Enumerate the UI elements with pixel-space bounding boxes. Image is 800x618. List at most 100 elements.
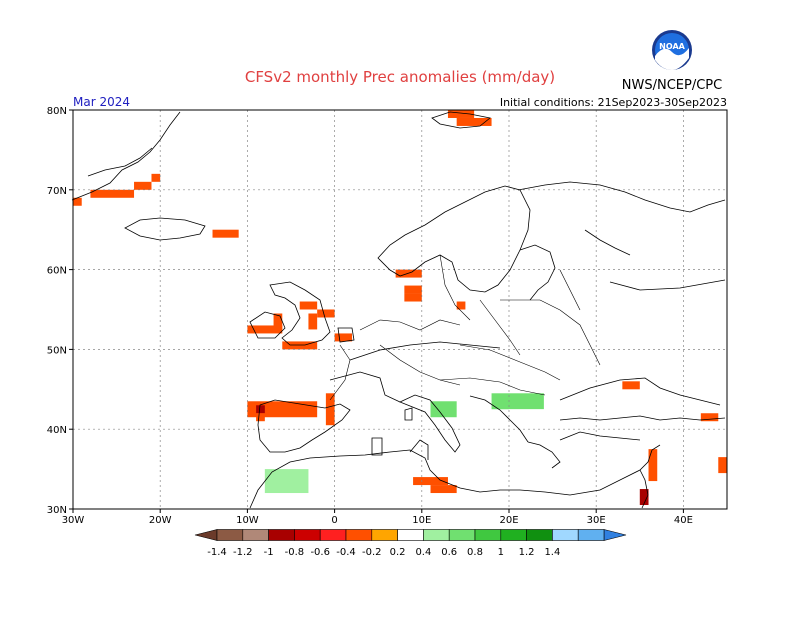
anomaly-layer [73, 110, 727, 506]
colorbar-label: 1.2 [519, 547, 535, 558]
lat-tick-label: 80N [47, 106, 67, 117]
anomaly-cell [90, 189, 135, 198]
anomaly-cell [491, 393, 544, 410]
anomaly-cell [430, 485, 457, 494]
colorbar-label: 0.6 [441, 547, 457, 558]
anomaly-cell [639, 273, 719, 322]
colorbar-label: -0.6 [310, 547, 330, 558]
lat-tick-label: 60N [47, 266, 67, 277]
colorbar-bin [242, 529, 269, 541]
anomaly-cell [535, 369, 562, 386]
colorbar-bin [371, 529, 398, 541]
anomaly-cell [386, 245, 414, 254]
colorbar-legend: -1.4 -1.2 -1 -0.8 -0.6 -0.4 -0.2 0.2 0.4 0.6 0.8 1 1… [194, 529, 627, 558]
colorbar-bin [500, 529, 527, 541]
colorbar-label: 0.8 [467, 547, 483, 558]
colorbar-bin [552, 529, 579, 541]
anomaly-cell [413, 477, 448, 486]
colorbar-label: -0.4 [336, 547, 356, 558]
anomaly-cell [282, 429, 291, 438]
colorbar-label: -1 [264, 547, 274, 558]
anomaly-cell [256, 405, 265, 414]
anomaly-cell [256, 413, 265, 422]
anomaly-cell [413, 221, 440, 230]
anomaly-cell [718, 457, 727, 474]
colorbar-label: -1.4 [207, 547, 227, 558]
lat-tick-label: 70N [47, 186, 67, 197]
colorbar-bin [397, 529, 424, 541]
colorbar-bin [474, 529, 502, 541]
anomaly-cell [264, 469, 309, 494]
colorbar-label: -1.2 [233, 547, 253, 558]
map-frame [72, 109, 728, 510]
anomaly-cell [648, 449, 658, 482]
initial-conditions-label: Initial conditions: 21Sep2023-30Sep2023 [500, 96, 727, 109]
anomaly-cell [482, 421, 509, 430]
anomaly-cell [447, 229, 466, 238]
agency-label: NWS/NCEP/CPC [622, 78, 722, 93]
colorbar-label: 0.2 [390, 547, 406, 558]
colorbar-label: 1.4 [544, 547, 560, 558]
anomaly-cell [474, 197, 509, 206]
anomaly-cell [299, 301, 318, 310]
anomaly-cell [404, 293, 422, 302]
anomaly-cell [604, 253, 623, 262]
lon-tick-label: 20E [499, 515, 518, 526]
lat-tick-label: 50N [47, 345, 67, 356]
chart-title: CFSv2 monthly Prec anomalies (mm/day) [245, 68, 555, 86]
lon-tick-label: 40E [674, 515, 693, 526]
anomaly-cell [622, 381, 640, 390]
colorbar-bin [216, 529, 244, 541]
colorbar-bin [423, 529, 450, 541]
anomaly-cell [308, 313, 318, 330]
lon-tick-label: 10E [412, 515, 431, 526]
anomaly-cell [151, 173, 161, 182]
colorbar-label: -0.2 [362, 547, 382, 558]
colorbar-bin [345, 529, 373, 541]
anomaly-cell [186, 229, 213, 238]
anomaly-cell [282, 453, 291, 462]
lat-tick-label: 30N [47, 505, 67, 516]
lon-tick-label: 30W [62, 515, 85, 526]
anomaly-cell [456, 117, 492, 126]
lon-tick-label: 20W [149, 515, 172, 526]
anomaly-cell [430, 401, 457, 418]
colorbar-bin [577, 529, 605, 541]
colorbar-bin [526, 529, 553, 541]
anomaly-cell [439, 213, 475, 222]
anomaly-cell [317, 469, 344, 478]
anomaly-cell [334, 333, 353, 342]
forecast-month-label: Mar 2024 [73, 95, 130, 109]
anomaly-cell [404, 285, 422, 294]
lon-tick-label: 0 [331, 515, 337, 526]
anomaly-cell [700, 413, 719, 422]
anomaly-cell [596, 421, 632, 430]
coastlines [71, 111, 726, 509]
colorbar-label: -0.8 [285, 547, 305, 558]
colorbar-label: 0.4 [415, 547, 431, 558]
country-borders [329, 254, 601, 401]
lon-tick-label: 10W [236, 515, 259, 526]
anomaly-cell [273, 313, 283, 330]
anomaly-cell [291, 449, 318, 466]
noaa-logo-icon: NOAA [652, 30, 692, 70]
lon-tick-label: 30E [587, 515, 606, 526]
noaa-logo-text: NOAA [659, 42, 685, 51]
anomaly-cell [247, 325, 283, 334]
anomaly-cell [73, 197, 82, 206]
colorbar-bin [319, 529, 347, 541]
colorbar-bin [268, 529, 295, 541]
anomaly-cell [509, 409, 571, 426]
colorbar-label: 1 [498, 547, 504, 558]
anomaly-cell [456, 301, 466, 310]
anomaly-cell [404, 237, 422, 246]
axis-tick-labels: 30W 20W 10W 0 10E 20E 30E 40E 30N 40N 50N 60N 70N 80N [47, 106, 693, 526]
lat-tick-label: 40N [47, 425, 67, 436]
anomaly-cell [334, 461, 353, 470]
colorbar-bin [448, 529, 476, 541]
anomaly-cell [325, 393, 335, 426]
anomaly-cell [134, 181, 152, 190]
anomaly-cell [282, 341, 318, 350]
colorbar-arrow-high [603, 529, 627, 541]
